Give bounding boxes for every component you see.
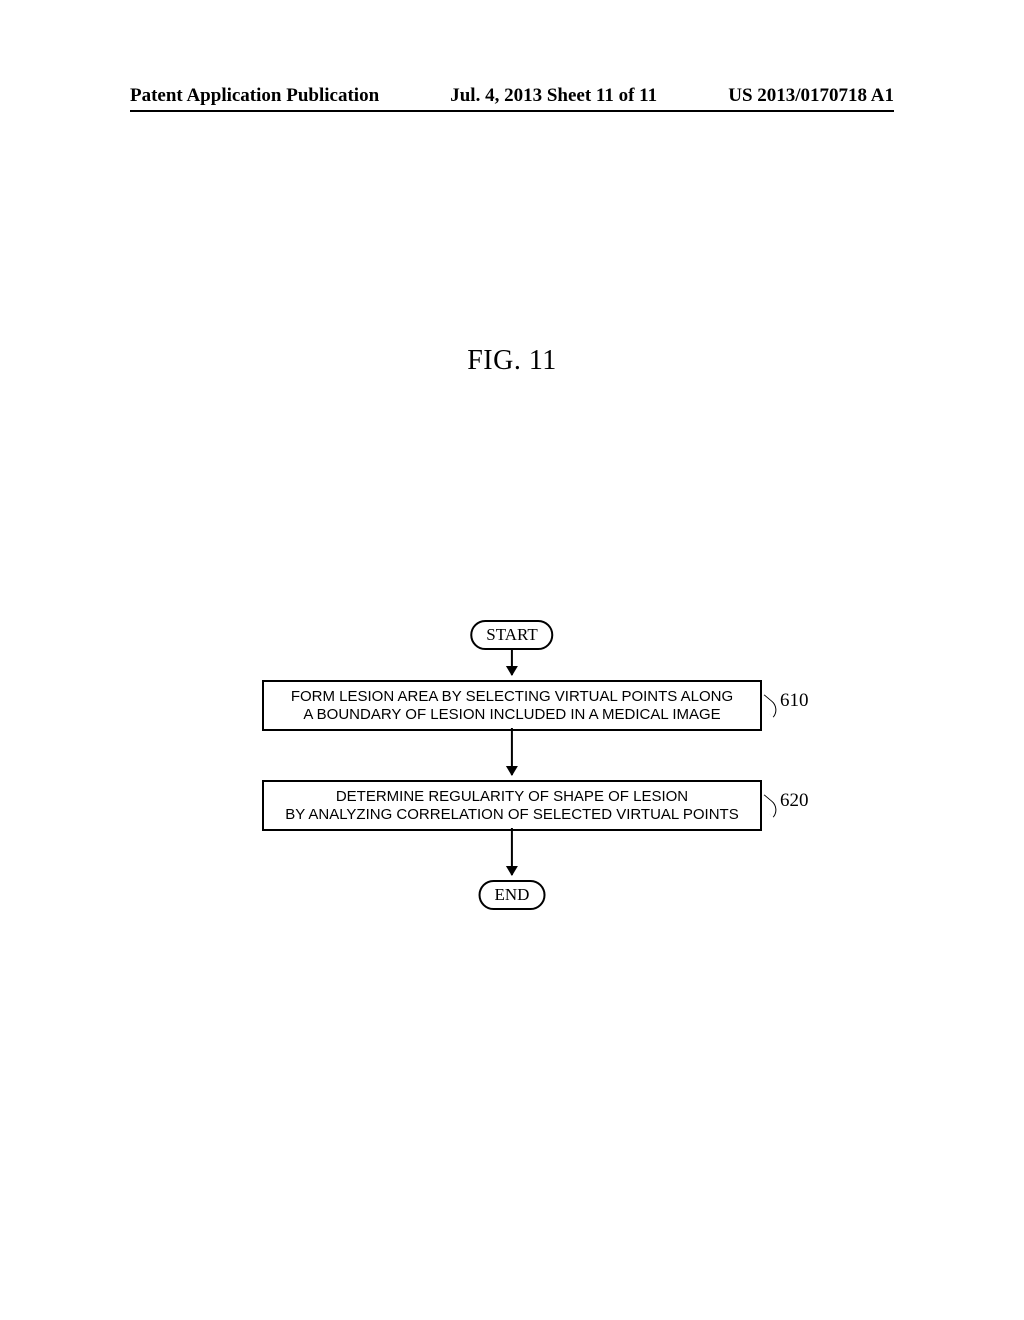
header-right: US 2013/0170718 A1 <box>728 85 894 107</box>
box2-line1: DETERMINE REGULARITY OF SHAPE OF LESION <box>274 788 750 806</box>
ref-label-610: 610 <box>780 690 809 712</box>
figure-title-wrap: FIG. 11 <box>0 345 1024 377</box>
box1-line1: FORM LESION AREA BY SELECTING VIRTUAL PO… <box>274 688 750 706</box>
figure-title: FIG. 11 <box>467 345 557 376</box>
patent-header: Patent Application Publication Jul. 4, 2… <box>0 85 1024 107</box>
flow-start: START <box>470 620 553 650</box>
header-left: Patent Application Publication <box>130 85 379 107</box>
start-label: START <box>486 625 537 644</box>
flow-end: END <box>479 880 546 910</box>
arrow-1 <box>511 650 513 675</box>
header-divider <box>130 110 894 112</box>
arrow-2 <box>511 728 513 775</box>
end-label: END <box>495 885 530 904</box>
header-center: Jul. 4, 2013 Sheet 11 of 11 <box>450 85 657 107</box>
flow-box-610: FORM LESION AREA BY SELECTING VIRTUAL PO… <box>262 680 762 731</box>
box1-line2: A BOUNDARY OF LESION INCLUDED IN A MEDIC… <box>274 706 750 724</box>
flow-box-620: DETERMINE REGULARITY OF SHAPE OF LESION … <box>262 780 762 831</box>
arrow-3 <box>511 828 513 875</box>
ref-label-620: 620 <box>780 790 809 812</box>
box2-line2: BY ANALYZING CORRELATION OF SELECTED VIR… <box>274 806 750 824</box>
